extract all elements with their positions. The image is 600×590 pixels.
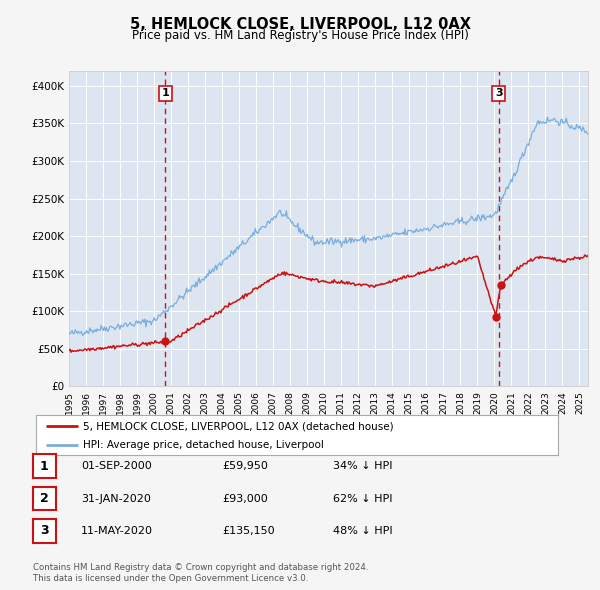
Text: 2: 2 [40, 492, 49, 505]
Text: 31-JAN-2020: 31-JAN-2020 [81, 494, 151, 503]
Text: 5, HEMLOCK CLOSE, LIVERPOOL, L12 0AX: 5, HEMLOCK CLOSE, LIVERPOOL, L12 0AX [130, 17, 470, 31]
Text: 34% ↓ HPI: 34% ↓ HPI [333, 461, 392, 471]
Text: Price paid vs. HM Land Registry's House Price Index (HPI): Price paid vs. HM Land Registry's House … [131, 29, 469, 42]
Text: HPI: Average price, detached house, Liverpool: HPI: Average price, detached house, Live… [83, 441, 324, 450]
Text: £135,150: £135,150 [222, 526, 275, 536]
Text: 62% ↓ HPI: 62% ↓ HPI [333, 494, 392, 503]
Text: £59,950: £59,950 [222, 461, 268, 471]
Text: 1: 1 [40, 460, 49, 473]
Text: This data is licensed under the Open Government Licence v3.0.: This data is licensed under the Open Gov… [33, 574, 308, 583]
Text: 5, HEMLOCK CLOSE, LIVERPOOL, L12 0AX (detached house): 5, HEMLOCK CLOSE, LIVERPOOL, L12 0AX (de… [83, 421, 394, 431]
Text: 01-SEP-2000: 01-SEP-2000 [81, 461, 152, 471]
Text: 1: 1 [161, 88, 169, 99]
Text: Contains HM Land Registry data © Crown copyright and database right 2024.: Contains HM Land Registry data © Crown c… [33, 563, 368, 572]
Text: £93,000: £93,000 [222, 494, 268, 503]
Text: 3: 3 [40, 525, 49, 537]
Text: 3: 3 [495, 88, 502, 99]
Text: 48% ↓ HPI: 48% ↓ HPI [333, 526, 392, 536]
Text: 11-MAY-2020: 11-MAY-2020 [81, 526, 153, 536]
